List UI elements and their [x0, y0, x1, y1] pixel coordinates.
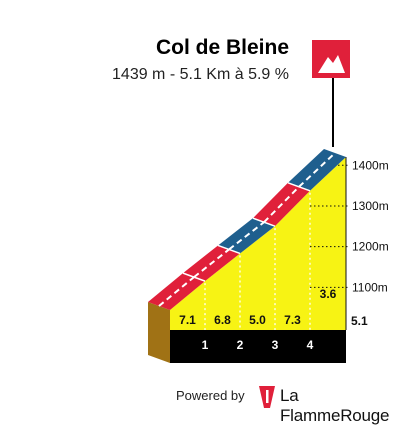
band-centerline	[158, 276, 195, 307]
altitude-tick-label: 1400m	[352, 158, 389, 172]
altitude-tick-label: 1200m	[352, 240, 389, 254]
chart-title: Col de Bleine	[156, 36, 289, 59]
band-divider	[252, 217, 276, 227]
chart-subtitle: 1439 m - 5.1 Km à 5.9 %	[112, 66, 289, 83]
band-centerline	[298, 152, 336, 188]
profile-area	[170, 157, 346, 330]
footer: Powered by La FlammeRouge	[0, 383, 405, 425]
band-divider	[287, 182, 311, 192]
band-centerline	[228, 221, 265, 251]
band-centerline	[263, 186, 300, 223]
band-divider	[217, 244, 241, 255]
gradient-label: 6.8	[214, 313, 231, 327]
altitude-tick-label: 1300m	[352, 199, 389, 213]
profile-left-face	[148, 302, 170, 363]
distance-label: 4	[307, 338, 314, 352]
gradient-label: 7.3	[284, 313, 301, 327]
flamme-rouge-logo-icon	[259, 386, 275, 408]
powered-by-label: Powered by	[176, 388, 245, 403]
band-divider	[182, 272, 206, 282]
gradient-label: 3.6	[320, 287, 337, 301]
gradient-label: 7.1	[179, 313, 196, 327]
gradient-label: 5.0	[249, 313, 266, 327]
altitude-tick-label: 1100m	[352, 280, 388, 294]
distance-label: 5.1	[351, 314, 368, 328]
brand-name: La FlammeRouge	[280, 386, 390, 425]
distance-label: 2	[237, 338, 244, 352]
mountain-flag-icon	[312, 40, 350, 147]
profile-base	[170, 330, 346, 363]
distance-label: 1	[202, 338, 209, 352]
climb-profile-chart: Col de Bleine 1439 m - 5.1 Km à 5.9 % 11…	[112, 36, 389, 363]
distance-label: 3	[272, 338, 279, 352]
band-centerline	[193, 248, 230, 278]
